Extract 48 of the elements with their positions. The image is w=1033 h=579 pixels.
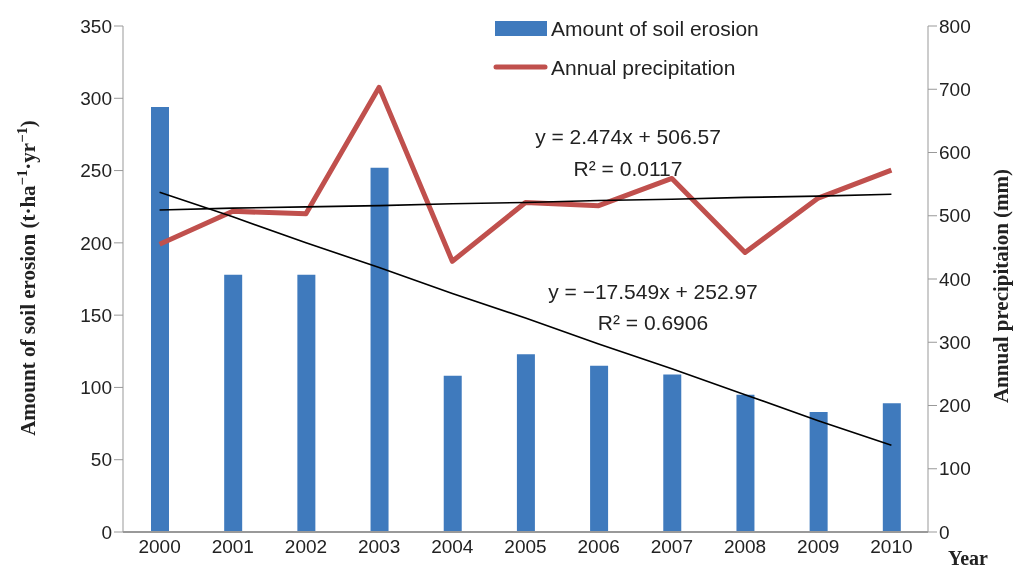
bar: [443, 375, 462, 532]
y2-tick-label: 500: [939, 205, 971, 227]
x-tick-label: 2008: [723, 536, 767, 558]
y2-axis-title: Annual precipitaion (mm): [989, 168, 1013, 404]
legend-label: Annual precipitation: [551, 56, 736, 79]
x-tick-label: 2004: [431, 536, 474, 558]
y-tick-label: 100: [80, 377, 112, 399]
annotation: R² = 0.6906: [597, 311, 709, 334]
bar: [736, 394, 755, 532]
y-tick-label: 300: [80, 88, 112, 110]
annotation: R² = 0.0117: [573, 157, 683, 180]
x-tick-label: 2006: [577, 536, 620, 558]
x-tick-label: 2007: [650, 536, 693, 558]
bar: [224, 274, 243, 532]
y-tick-label: 350: [80, 15, 112, 37]
annotation: y = 2.474x + 506.57: [535, 125, 721, 148]
x-tick-label: 2010: [870, 536, 913, 558]
x-tick-label: 2005: [504, 536, 547, 558]
bar: [590, 365, 609, 532]
y2-tick-label: 800: [939, 15, 971, 37]
bar: [297, 274, 316, 532]
x-tick-label: 2000: [138, 536, 181, 558]
x-tick-label: 2002: [284, 536, 328, 558]
x-tick-label: 2009: [797, 536, 840, 558]
y-tick-label: 200: [80, 232, 112, 254]
y2-tick-label: 0: [939, 521, 950, 543]
y2-tick-label: 300: [939, 331, 971, 353]
bar: [882, 403, 901, 532]
x-tick-label: 2001: [211, 536, 254, 558]
y-tick-label: 50: [90, 449, 112, 471]
y-tick-label: 250: [80, 160, 112, 182]
bar: [516, 354, 535, 532]
legend-label: Amount of soil erosion: [551, 17, 759, 40]
bar: [370, 167, 389, 532]
y2-tick-label: 400: [939, 268, 971, 290]
line-series: [158, 191, 893, 447]
annotation: y = −17.549x + 252.97: [548, 280, 758, 303]
bar: [151, 106, 169, 532]
y-tick-label: 0: [101, 521, 112, 543]
bar: [663, 374, 682, 532]
x-axis-title: Year: [948, 547, 989, 569]
y-tick-label: 150: [80, 304, 112, 326]
y2-tick-label: 600: [939, 142, 971, 164]
y2-tick-label: 200: [939, 395, 971, 417]
y2-tick-label: 100: [939, 458, 971, 480]
bar: [809, 412, 828, 532]
x-tick-label: 2003: [358, 536, 401, 558]
y2-tick-label: 700: [939, 79, 971, 100]
